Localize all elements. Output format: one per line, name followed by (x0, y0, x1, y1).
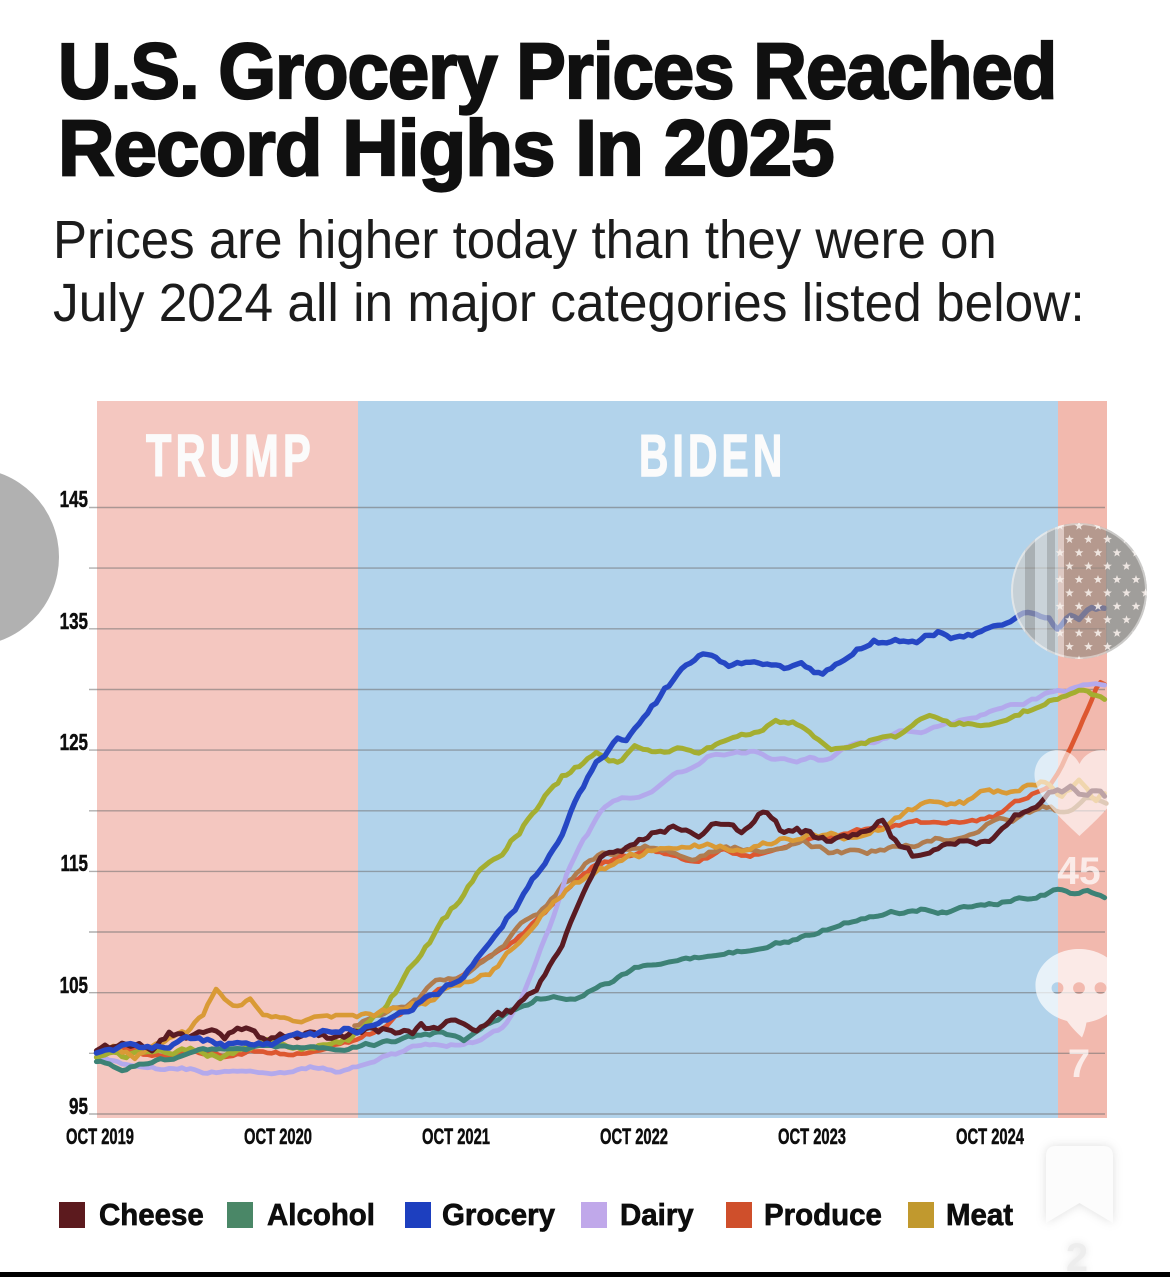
svg-text:45: 45 (1057, 850, 1100, 893)
svg-text:2: 2 (1066, 1236, 1088, 1277)
svg-text:7: 7 (1068, 1042, 1090, 1086)
